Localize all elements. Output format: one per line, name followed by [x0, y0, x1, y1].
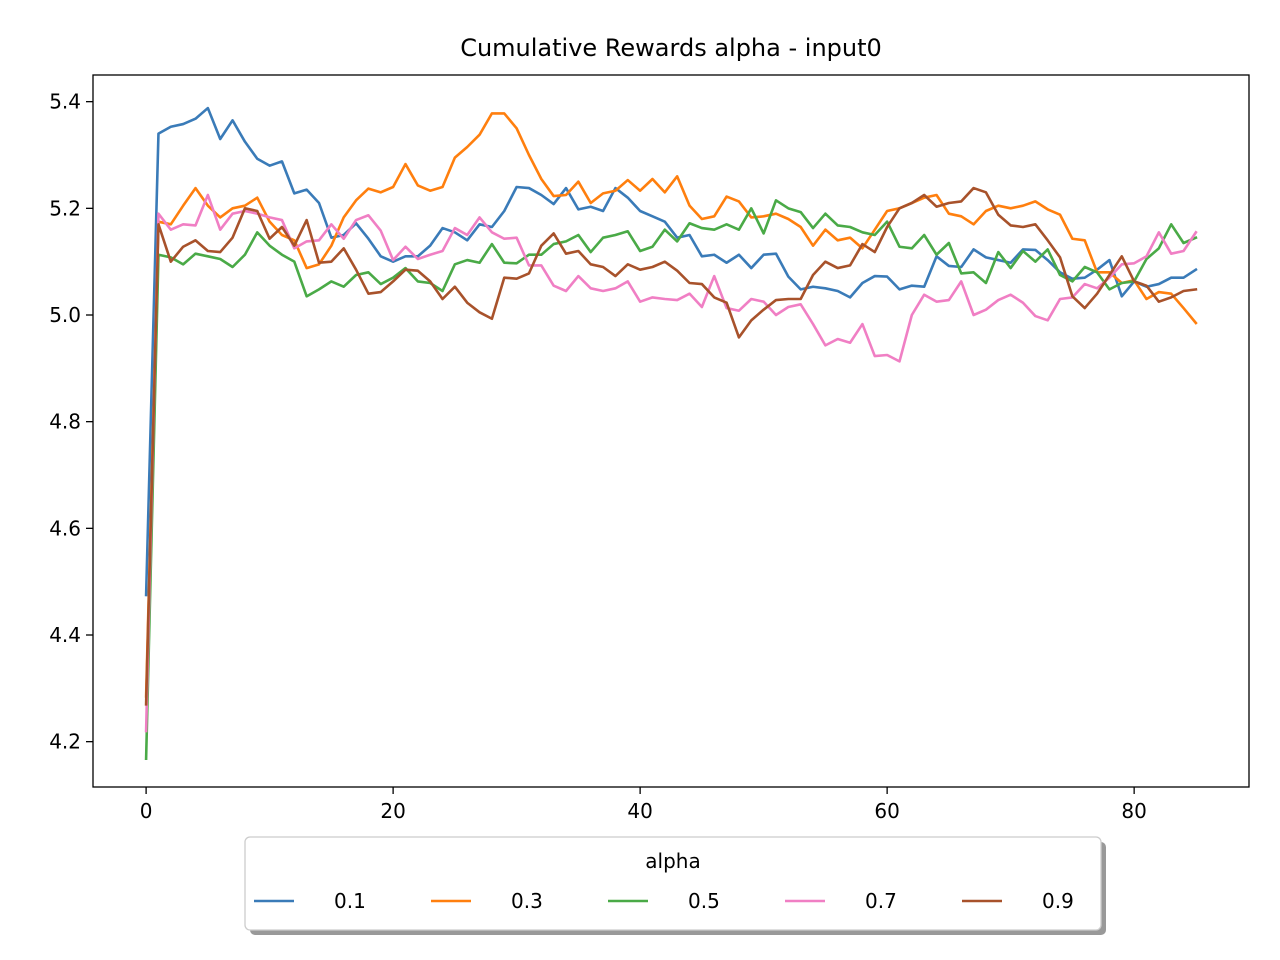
series-line-0_1 [144, 106, 1198, 597]
series-line-0_9 [144, 186, 1198, 706]
series-line-0_5 [144, 199, 1198, 761]
y-axis: 4.2 4.4 4.6 4.8 5.0 5.2 5.4 [49, 90, 93, 754]
x-axis: 0 20 40 60 80 [140, 787, 1147, 823]
x-tick-label: 80 [1121, 799, 1146, 823]
x-tick-label: 60 [874, 799, 899, 823]
legend-label: 0.5 [688, 889, 720, 913]
y-tick-label: 4.4 [49, 623, 81, 647]
y-tick-label: 5.4 [49, 90, 81, 114]
series-layer [144, 106, 1198, 761]
legend-label: 0.3 [511, 889, 543, 913]
legend-title: alpha [645, 849, 700, 873]
legend-label: 0.1 [334, 889, 366, 913]
chart-title: Cumulative Rewards alpha - input0 [460, 34, 882, 62]
x-tick-label: 20 [380, 799, 405, 823]
y-tick-label: 4.6 [49, 516, 81, 540]
legend-items: 0.1 0.3 0.5 0.7 0.9 [254, 889, 1074, 913]
series-line-0_7 [144, 193, 1198, 733]
legend-box [244, 836, 1102, 931]
y-tick-label: 4.8 [49, 410, 81, 434]
series-line-0_3 [144, 112, 1198, 698]
legend: alpha 0.1 0.3 0.5 0.7 0.9 [244, 836, 1106, 935]
x-tick-label: 0 [140, 799, 153, 823]
y-tick-label: 5.2 [49, 196, 81, 220]
x-tick-label: 40 [627, 799, 652, 823]
plot-frame [92, 74, 1250, 788]
legend-label: 0.7 [865, 889, 897, 913]
y-tick-label: 5.0 [49, 303, 81, 327]
legend-label: 0.9 [1042, 889, 1074, 913]
y-tick-label: 4.2 [49, 730, 81, 754]
